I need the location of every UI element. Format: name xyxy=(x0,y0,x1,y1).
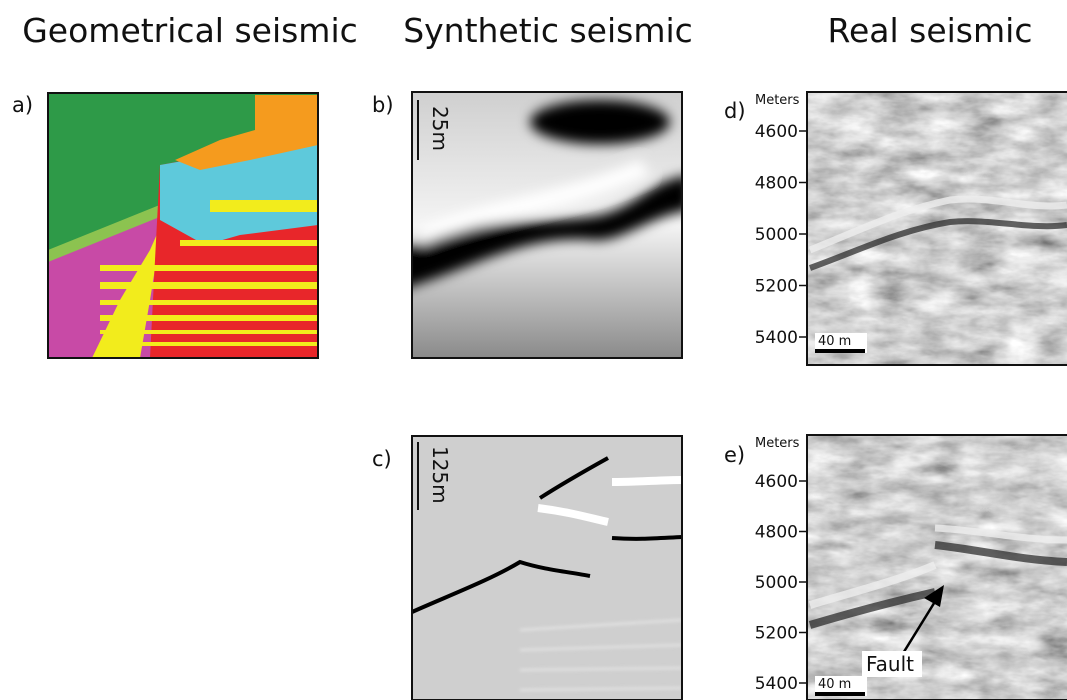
tick-label: 5000 xyxy=(755,225,798,245)
panel-label: a) xyxy=(12,93,33,117)
depth-axis: 4600 4800 5000 5200 5400 xyxy=(755,472,808,694)
panel-label: d) xyxy=(724,99,746,123)
tick-label: 4800 xyxy=(755,174,798,194)
scale-label: 125m xyxy=(428,446,452,504)
figure: Geometrical seismic Synthetic seismic Re… xyxy=(0,0,1067,700)
geometric-model xyxy=(48,93,318,358)
tick-label: 4600 xyxy=(755,472,798,492)
axis-title: Meters xyxy=(755,93,800,108)
tick-label: 5400 xyxy=(755,328,798,348)
column-title: Real seismic xyxy=(828,11,1033,50)
panel-label: c) xyxy=(372,447,392,471)
scale-label: 25m xyxy=(428,106,452,151)
tick-label: 5400 xyxy=(755,674,798,694)
real-seismic xyxy=(807,92,1067,365)
annotation: Fault xyxy=(866,652,914,676)
tick-label: 5000 xyxy=(755,573,798,593)
column-title: Synthetic seismic xyxy=(403,11,693,50)
depth-axis: 4600 4800 5000 5200 5400 xyxy=(755,122,808,348)
scale-label: 40 m xyxy=(818,334,851,349)
tick-label: 5200 xyxy=(755,624,798,644)
panel-label: e) xyxy=(724,443,745,467)
real-seismic xyxy=(807,435,1067,700)
tick-label: 4800 xyxy=(755,523,798,543)
axis-title: Meters xyxy=(755,436,800,451)
column-title: Geometrical seismic xyxy=(22,11,358,50)
tick-label: 5200 xyxy=(755,277,798,297)
tick-label: 4600 xyxy=(755,122,798,142)
panel-label: b) xyxy=(372,93,394,117)
scale-label: 40 m xyxy=(818,677,851,692)
